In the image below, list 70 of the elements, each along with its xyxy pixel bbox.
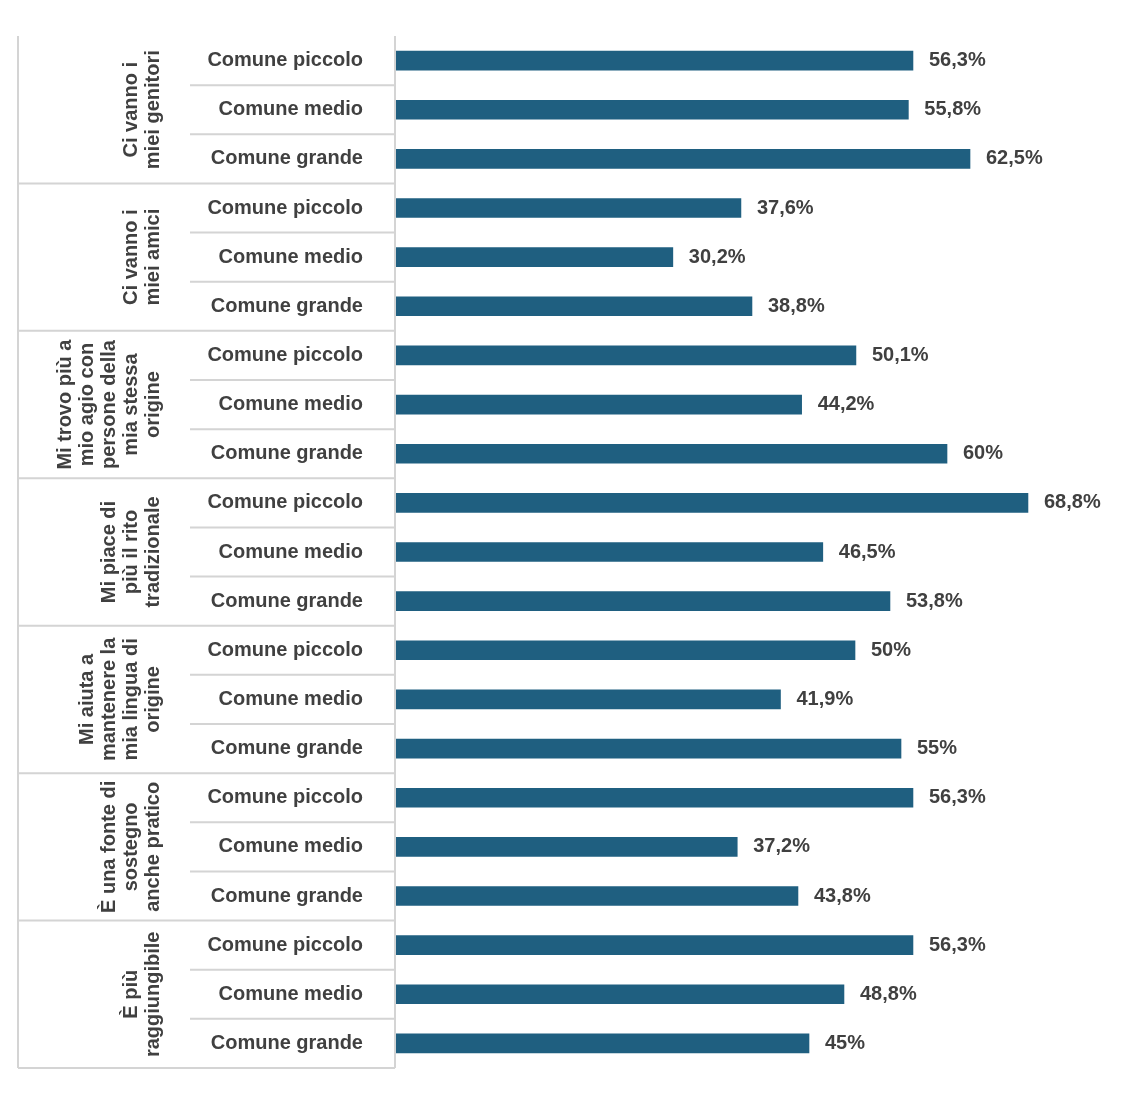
bar (395, 837, 738, 857)
bar (395, 984, 845, 1005)
y-tick-label: Comune medio (218, 834, 363, 857)
bar (395, 591, 891, 611)
bar (395, 345, 857, 366)
data-label: 60% (963, 441, 1004, 464)
text: Ci vanno i miei amici (118, 208, 163, 306)
bar (395, 640, 856, 661)
bar (395, 886, 799, 906)
y-tick-label: Comune grande (210, 441, 363, 464)
data-label: 41,9% (796, 686, 854, 709)
bar (395, 50, 914, 71)
y-tick-label: Comune grande (210, 146, 363, 169)
data-label: 56,3% (928, 785, 986, 808)
text: Mi aiuta a mantenere la mia lingua di origine (74, 636, 163, 762)
y-tick-label: Comune piccolo (207, 490, 363, 513)
data-label: 55,8% (924, 97, 982, 120)
text: Ci vanno i miei genitori (118, 50, 163, 170)
y-tick-label: Comune grande (210, 588, 363, 611)
data-label: 46,5% (838, 539, 896, 562)
y-tick-label: Comune grande (210, 1030, 363, 1053)
bar (395, 787, 914, 808)
text: È una fonte di sostegno anche pratico (96, 780, 163, 913)
data-label: 44,2% (817, 392, 875, 415)
bar (395, 296, 753, 317)
bar (395, 394, 802, 415)
bar (395, 542, 824, 562)
bar (395, 443, 948, 464)
bar (395, 935, 914, 955)
y-tick-label: Comune medio (218, 981, 363, 1004)
y-tick-label: Comune medio (218, 392, 363, 415)
y-tick-label: Comune piccolo (207, 932, 363, 955)
data-label: 56,3% (928, 48, 986, 71)
data-label: 68,8% (1043, 490, 1101, 513)
data-label: 55% (917, 736, 958, 759)
bar (395, 247, 674, 267)
y-tick-label: Comune medio (218, 539, 363, 562)
y-tick-label: Comune piccolo (207, 342, 363, 365)
text: È più raggiungibile (118, 931, 163, 1058)
data-label: 56,3% (928, 932, 986, 955)
data-label: 38,8% (767, 293, 825, 316)
y-tick-label: Comune grande (210, 883, 363, 906)
bar (395, 738, 902, 759)
bar (395, 198, 742, 218)
y-tick-label: Comune medio (218, 97, 363, 120)
data-label: 48,8% (859, 981, 917, 1004)
bar (395, 99, 909, 120)
bar (395, 1033, 810, 1054)
data-label: 62,5% (986, 146, 1043, 169)
data-label: 50% (871, 637, 912, 660)
bar (395, 149, 971, 169)
y-tick-label: Comune grande (210, 293, 363, 316)
data-label: 43,8% (813, 883, 871, 906)
data-label: 45% (825, 1030, 866, 1053)
data-label: 30,2% (688, 244, 746, 267)
y-tick-label: Comune piccolo (207, 785, 363, 808)
y-tick-label: Comune piccolo (207, 195, 363, 218)
bar (395, 493, 1029, 513)
y-tick-label: Comune medio (218, 686, 363, 709)
y-tick-label: Comune piccolo (207, 48, 363, 71)
y-tick-label: Comune piccolo (207, 637, 363, 660)
y-tick-label: Comune grande (210, 736, 363, 759)
bar (395, 689, 781, 710)
data-label: 53,8% (905, 588, 963, 611)
data-label: 37,6% (756, 195, 814, 218)
data-label: 50,1% (871, 342, 929, 365)
data-label: 37,2% (753, 834, 811, 857)
text: Mi trovo più a mio agio con persone della mia stessa origine (52, 338, 163, 470)
y-tick-label: Comune medio (218, 244, 363, 267)
text: Mi piace di più il rito tradizionale (96, 496, 163, 608)
